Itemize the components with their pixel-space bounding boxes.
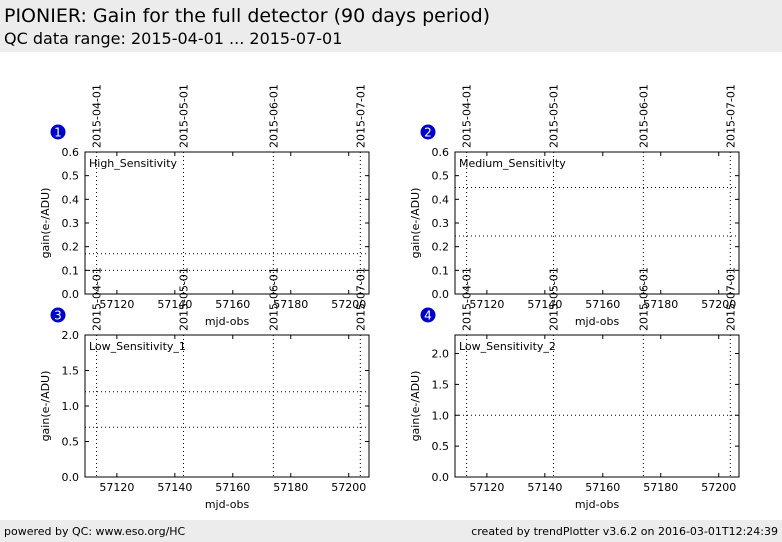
- chart-2-xtick-label-4: 57180: [643, 298, 678, 311]
- chart-4-date-label-2: 2015-05-01: [548, 267, 561, 331]
- chart-2-xtick-label-3: 57160: [585, 298, 620, 311]
- chart-1-date-label-1: 2015-04-01: [91, 84, 104, 148]
- chart-2-date-label-1: 2015-04-01: [461, 84, 474, 148]
- chart-2-ytick-label-2: 0.1: [432, 264, 450, 277]
- chart-2-date-label-2: 2015-05-01: [548, 84, 561, 148]
- chart-4-xtick-label-2: 57140: [527, 481, 562, 494]
- chart-1-xtick-label-5: 57200: [331, 298, 366, 311]
- footer-created-by: created by trendPlotter v3.6.2 on 2016-0…: [471, 525, 778, 538]
- chart-3-plot-frame: [84, 334, 370, 478]
- chart-2-badge: [420, 124, 436, 140]
- chart-2-ytick-label-1: 0.0: [432, 288, 450, 301]
- chart-4-date-label-1: 2015-04-01: [461, 267, 474, 331]
- chart-4-xtick-label-5: 57200: [701, 481, 736, 494]
- chart-1-ylabel: gain(e-/ADU): [39, 188, 52, 259]
- chart-2-badge-number: 2: [424, 126, 432, 140]
- chart-4-xtick-label-4: 57180: [643, 481, 678, 494]
- chart-4-plot-frame: [454, 334, 740, 478]
- footer-powered-by: powered by QC: www.eso.org/HC: [4, 525, 186, 538]
- chart-3-badge-number: 3: [54, 309, 62, 323]
- chart-4-xlabel: mjd-obs: [575, 498, 620, 511]
- report-footer: powered by QC: www.eso.org/HC created by…: [0, 520, 782, 542]
- chart-1-date-label-2: 2015-05-01: [178, 84, 191, 148]
- page-title: PIONIER: Gain for the full detector (90 …: [4, 5, 491, 27]
- chart-1-ytick-label-2: 0.1: [62, 264, 80, 277]
- chart-1-xtick-label-3: 57160: [215, 298, 250, 311]
- charts-area: 2015-04-01 2015-05-01 2015-06-01 2015-07-01…: [39, 84, 740, 511]
- chart-2-xlabel: mjd-obs: [575, 315, 620, 328]
- chart-3-ytick-label-5: 2.0: [62, 329, 80, 342]
- chart-3-xtick-label-2: 57140: [157, 481, 192, 494]
- chart-2-ytick-label-6: 0.5: [432, 170, 450, 183]
- chart-3-xtick-label-5: 57200: [331, 481, 366, 494]
- chart-3-ylabel: gain(e-/ADU): [39, 371, 52, 442]
- chart-4-ytick-label-4: 1.5: [432, 378, 450, 391]
- chart-3-date-label-3: 2015-06-01: [267, 267, 280, 331]
- chart-1-date-label-4: 2015-07-01: [354, 84, 367, 148]
- chart-3-ytick-label-3: 1.0: [62, 400, 80, 413]
- chart-2-xtick-label-2: 57140: [527, 298, 562, 311]
- chart-2-xtick-label-1: 57120: [469, 298, 504, 311]
- chart-3-xtick-label-1: 57120: [99, 481, 134, 494]
- chart-2-ytick-label-7: 0.6: [432, 146, 450, 159]
- chart-1-ytick-label-4: 0.3: [62, 217, 80, 230]
- chart-4-badge: [420, 307, 436, 323]
- chart-1-series-name: High_Sensitivity: [89, 157, 178, 170]
- chart-1-badge: [50, 124, 66, 140]
- chart-1-ytick-label-6: 0.5: [62, 170, 80, 183]
- report-header: PIONIER: Gain for the full detector (90 …: [0, 0, 782, 52]
- chart-1-ytick-label-1: 0.0: [62, 288, 80, 301]
- chart-4-badge-number: 4: [424, 309, 432, 323]
- chart-4-date-label-4: 2015-07-01: [724, 267, 737, 331]
- chart-1-ytick-label-7: 0.6: [62, 146, 80, 159]
- chart-1-xtick-label-4: 57180: [273, 298, 308, 311]
- chart-2-xtick-label-5: 57200: [701, 298, 736, 311]
- chart-2-date-label-4: 2015-07-01: [724, 84, 737, 148]
- chart-1-plot-frame: [84, 151, 370, 295]
- chart-1-xtick-label-1: 57120: [99, 298, 134, 311]
- chart-3-badge: [50, 307, 66, 323]
- chart-2-ytick-label-4: 0.3: [432, 217, 450, 230]
- chart-3-xtick-label-3: 57160: [215, 481, 250, 494]
- chart-3-ytick-label-4: 1.5: [62, 365, 80, 378]
- chart-4-ytick-label-3: 1.0: [432, 409, 450, 422]
- chart-1-date-label-3: 2015-06-01: [267, 84, 280, 148]
- chart-4-ytick-label-2: 0.5: [432, 440, 450, 453]
- chart-4-xtick-label-1: 57120: [469, 481, 504, 494]
- chart-3-date-label-2: 2015-05-01: [178, 267, 191, 331]
- chart-4-date-label-3: 2015-06-01: [637, 267, 650, 331]
- chart-4-series-name: Low_Sensitivity_2: [459, 340, 556, 353]
- chart-3-ytick-label-2: 0.5: [62, 436, 80, 449]
- chart-4-ylabel: gain(e-/ADU): [409, 371, 422, 442]
- chart-2-ytick-label-3: 0.2: [432, 241, 450, 254]
- chart-1-xlabel: mjd-obs: [205, 315, 250, 328]
- chart-4-ytick-label-5: 2.0: [432, 348, 450, 361]
- chart-3-xtick-label-4: 57180: [273, 481, 308, 494]
- chart-2-series-name: Medium_Sensitivity: [459, 157, 566, 170]
- chart-4-ytick-label-1: 0.0: [432, 471, 450, 484]
- chart-2-plot-frame: [454, 151, 740, 295]
- chart-1-ytick-label-5: 0.4: [62, 193, 80, 206]
- page-subtitle: QC data range: 2015-04-01 ... 2015-07-01: [4, 29, 343, 48]
- chart-3-date-label-4: 2015-07-01: [354, 267, 367, 331]
- chart-2-ylabel: gain(e-/ADU): [409, 188, 422, 259]
- chart-1-ytick-label-3: 0.2: [62, 241, 80, 254]
- chart-3-xlabel: mjd-obs: [205, 498, 250, 511]
- chart-1-badge-number: 1: [54, 126, 62, 140]
- chart-2-date-label-3: 2015-06-01: [637, 84, 650, 148]
- chart-3-ytick-label-1: 0.0: [62, 471, 80, 484]
- chart-1-xtick-label-2: 57140: [157, 298, 192, 311]
- chart-2-ytick-label-5: 0.4: [432, 193, 450, 206]
- chart-3-date-label-1: 2015-04-01: [91, 267, 104, 331]
- chart-3-series-name: Low_Sensitivity_1: [89, 340, 186, 353]
- chart-4-xtick-label-3: 57160: [585, 481, 620, 494]
